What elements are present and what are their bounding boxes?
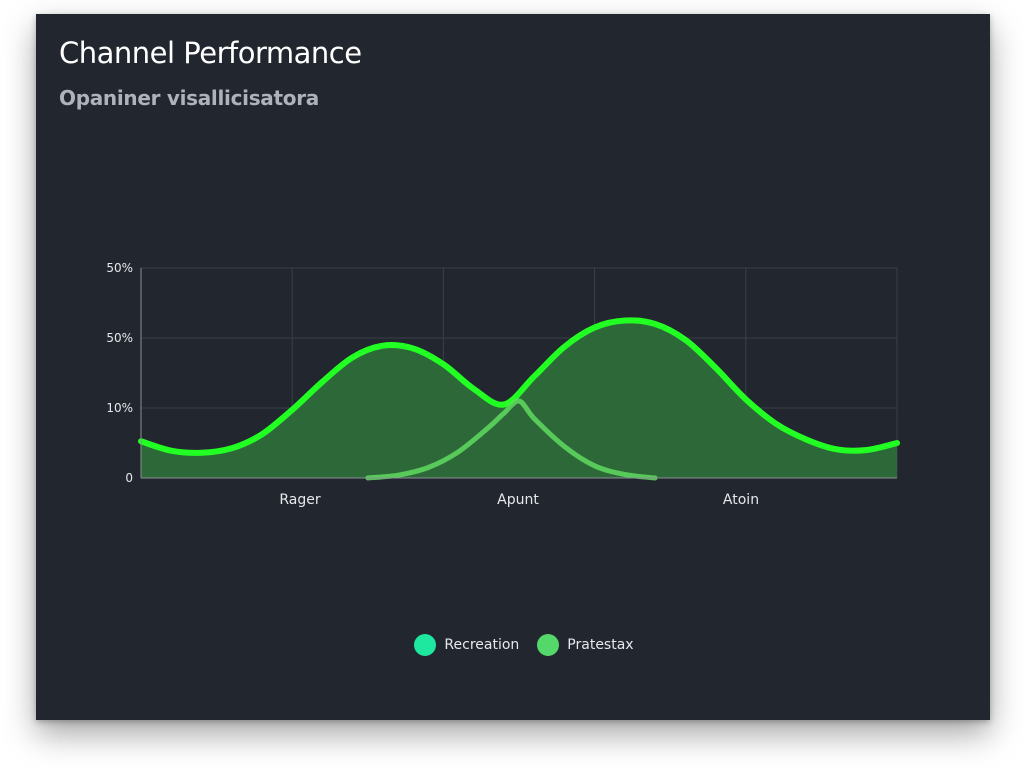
y-tick-label: 10% — [106, 401, 133, 415]
x-tick-label: Rager — [279, 492, 320, 508]
legend-swatch-recreation — [414, 634, 437, 656]
series-lines — [138, 317, 900, 481]
series-line-pratestax — [365, 398, 658, 481]
legend-label: Recreation — [444, 637, 520, 653]
y-tick-label: 0 — [125, 471, 133, 485]
chart-title: Channel Performance — [59, 36, 362, 70]
legend-item-pratestax[interactable]: Pratestax — [537, 634, 634, 656]
x-tick-label: Atoin — [723, 492, 759, 508]
y-tick-label: 50% — [106, 261, 133, 275]
legend-item-recreation[interactable]: Recreation — [414, 634, 519, 656]
area-chart: 0 10% 50% 50% Rager Apunt Atoin — [106, 261, 900, 508]
chart-subtitle: Opaniner visallicisatora — [59, 86, 319, 110]
legend-label: Pratestax — [567, 637, 634, 653]
legend-swatch-pratestax — [537, 634, 560, 656]
y-tick-label: 50% — [106, 331, 133, 345]
x-tick-label: Apunt — [497, 492, 539, 508]
legend: Recreation Pratestax — [36, 634, 990, 656]
chart-card: Channel Performance Opaniner visallicisa… — [36, 14, 990, 720]
tick-labels: 0 10% 50% 50% Rager Apunt Atoin — [106, 261, 759, 508]
series-line-recreation — [138, 317, 900, 456]
axes — [140, 268, 897, 479]
